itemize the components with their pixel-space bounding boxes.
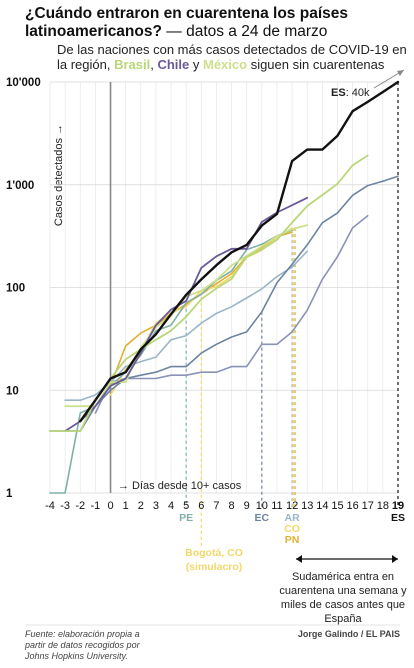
chart-subtitle-line2: la región, Brasil, Chile y México siguen…: [57, 57, 385, 72]
subtitle-mexico: México: [203, 57, 247, 72]
sudamerica-note-1: Sudamérica entra en: [292, 571, 394, 583]
footer-source-2: partir de datos recogidos por: [24, 640, 141, 650]
es-annotation-rest: : 40k: [346, 87, 370, 99]
x-tick-label: 6: [198, 500, 204, 512]
footer-source-3: Johns Hopkins University.: [24, 651, 128, 661]
y-tick-label: 1: [6, 488, 13, 500]
y-tick-label: 1'000: [6, 180, 34, 192]
chart-title-date: — datos a 24 de marzo: [162, 23, 327, 40]
x-tick-label: 19: [392, 500, 404, 512]
quarantine-label: PE: [179, 512, 193, 524]
x-tick-label: 13: [301, 500, 313, 512]
x-tick-label: -4: [45, 500, 55, 512]
bogota-label-line2: (simulacro): [186, 561, 243, 573]
footer-credit: Jorge Galindo / EL PAIS: [298, 629, 400, 639]
quarantine-label: AR: [285, 512, 301, 524]
bogota-label-line1: Bogotá, CO: [185, 547, 243, 559]
x-tick-label: 10: [256, 500, 268, 512]
quarantine-label: CO: [284, 523, 300, 535]
x-tick-label: 2: [138, 500, 144, 512]
x-tick-label: 16: [346, 500, 358, 512]
x-tick-label: 15: [331, 500, 343, 512]
chart-title-line2: latinoamericanos? — datos a 24 de marzo: [25, 23, 327, 40]
subtitle-brasil: Brasil: [114, 57, 150, 72]
sudamerica-arrow-right-icon: [392, 555, 398, 563]
subtitle-y: y: [189, 57, 203, 72]
x-tick-label: -1: [91, 500, 101, 512]
x-tick-label: 18: [377, 500, 389, 512]
x-tick-label: 17: [362, 500, 374, 512]
es-arrow-head-icon: [397, 70, 404, 76]
series-line-brasil: [49, 154, 369, 432]
series-line-uruguay: [94, 214, 369, 414]
series-line-chile: [64, 196, 309, 432]
quarantine-label: EC: [255, 512, 270, 524]
chart-subtitle-line1: De las naciones con más casos detectados…: [57, 42, 407, 57]
chart-title-line1: ¿Cuándo entraron en cuarentena los paíse…: [25, 5, 348, 22]
x-tick-label: 3: [153, 500, 159, 512]
x-tick-label: 14: [316, 500, 328, 512]
series-layer: [49, 80, 400, 494]
subtitle-chile: Chile: [157, 57, 189, 72]
series-line-ecuador: [49, 175, 399, 432]
sudamerica-arrow-left-icon: [296, 555, 302, 563]
x-tick-label: 0: [107, 500, 113, 512]
subtitle-post: siguen sin cuarentenas: [247, 57, 385, 72]
quarantine-label: PN: [285, 534, 300, 546]
x-tick-label: 12: [286, 500, 298, 512]
es-annotation-bold: ES: [331, 87, 346, 99]
sudamerica-note-3: miles de casos antes que: [281, 599, 405, 611]
subtitle-comma: ,: [150, 57, 157, 72]
series-line-españa: [79, 80, 400, 423]
y-axis-label: Casos detectados →: [53, 124, 65, 226]
tick-layer: -4 -3 -2 -1 0 1 2 3 4 5 6 7 8 9 10 11 12 13 14 15 16 17 18 1911…: [6, 77, 404, 512]
x-tick-label: 4: [168, 500, 174, 512]
x-tick-label: 7: [213, 500, 219, 512]
subtitle-pre: la región,: [57, 57, 114, 72]
grid-layer: [49, 81, 399, 494]
y-tick-label: 10: [6, 385, 19, 397]
x-tick-label: -2: [75, 500, 85, 512]
footer-source-1: Fuente: elaboración propia a: [25, 629, 140, 639]
chart-title-bold: latinoamericanos?: [25, 23, 162, 40]
y-tick-label: 100: [6, 283, 25, 295]
es-annotation: ES: 40k: [331, 87, 370, 99]
x-axis-label: → Días desde 10+ casos: [118, 480, 242, 492]
y-tick-label: 10'000: [6, 77, 41, 89]
x-tick-label: 11: [271, 500, 282, 512]
x-tick-label: 1: [123, 500, 129, 512]
quarantine-label: ES: [391, 512, 405, 524]
x-tick-label: 8: [229, 500, 235, 512]
x-tick-label: 9: [244, 500, 250, 512]
x-tick-label: -3: [60, 500, 70, 512]
x-tick-label: 5: [183, 500, 189, 512]
sudamerica-note-4: España: [324, 613, 362, 625]
sudamerica-note-2: cuarentena una semana y: [279, 585, 407, 597]
